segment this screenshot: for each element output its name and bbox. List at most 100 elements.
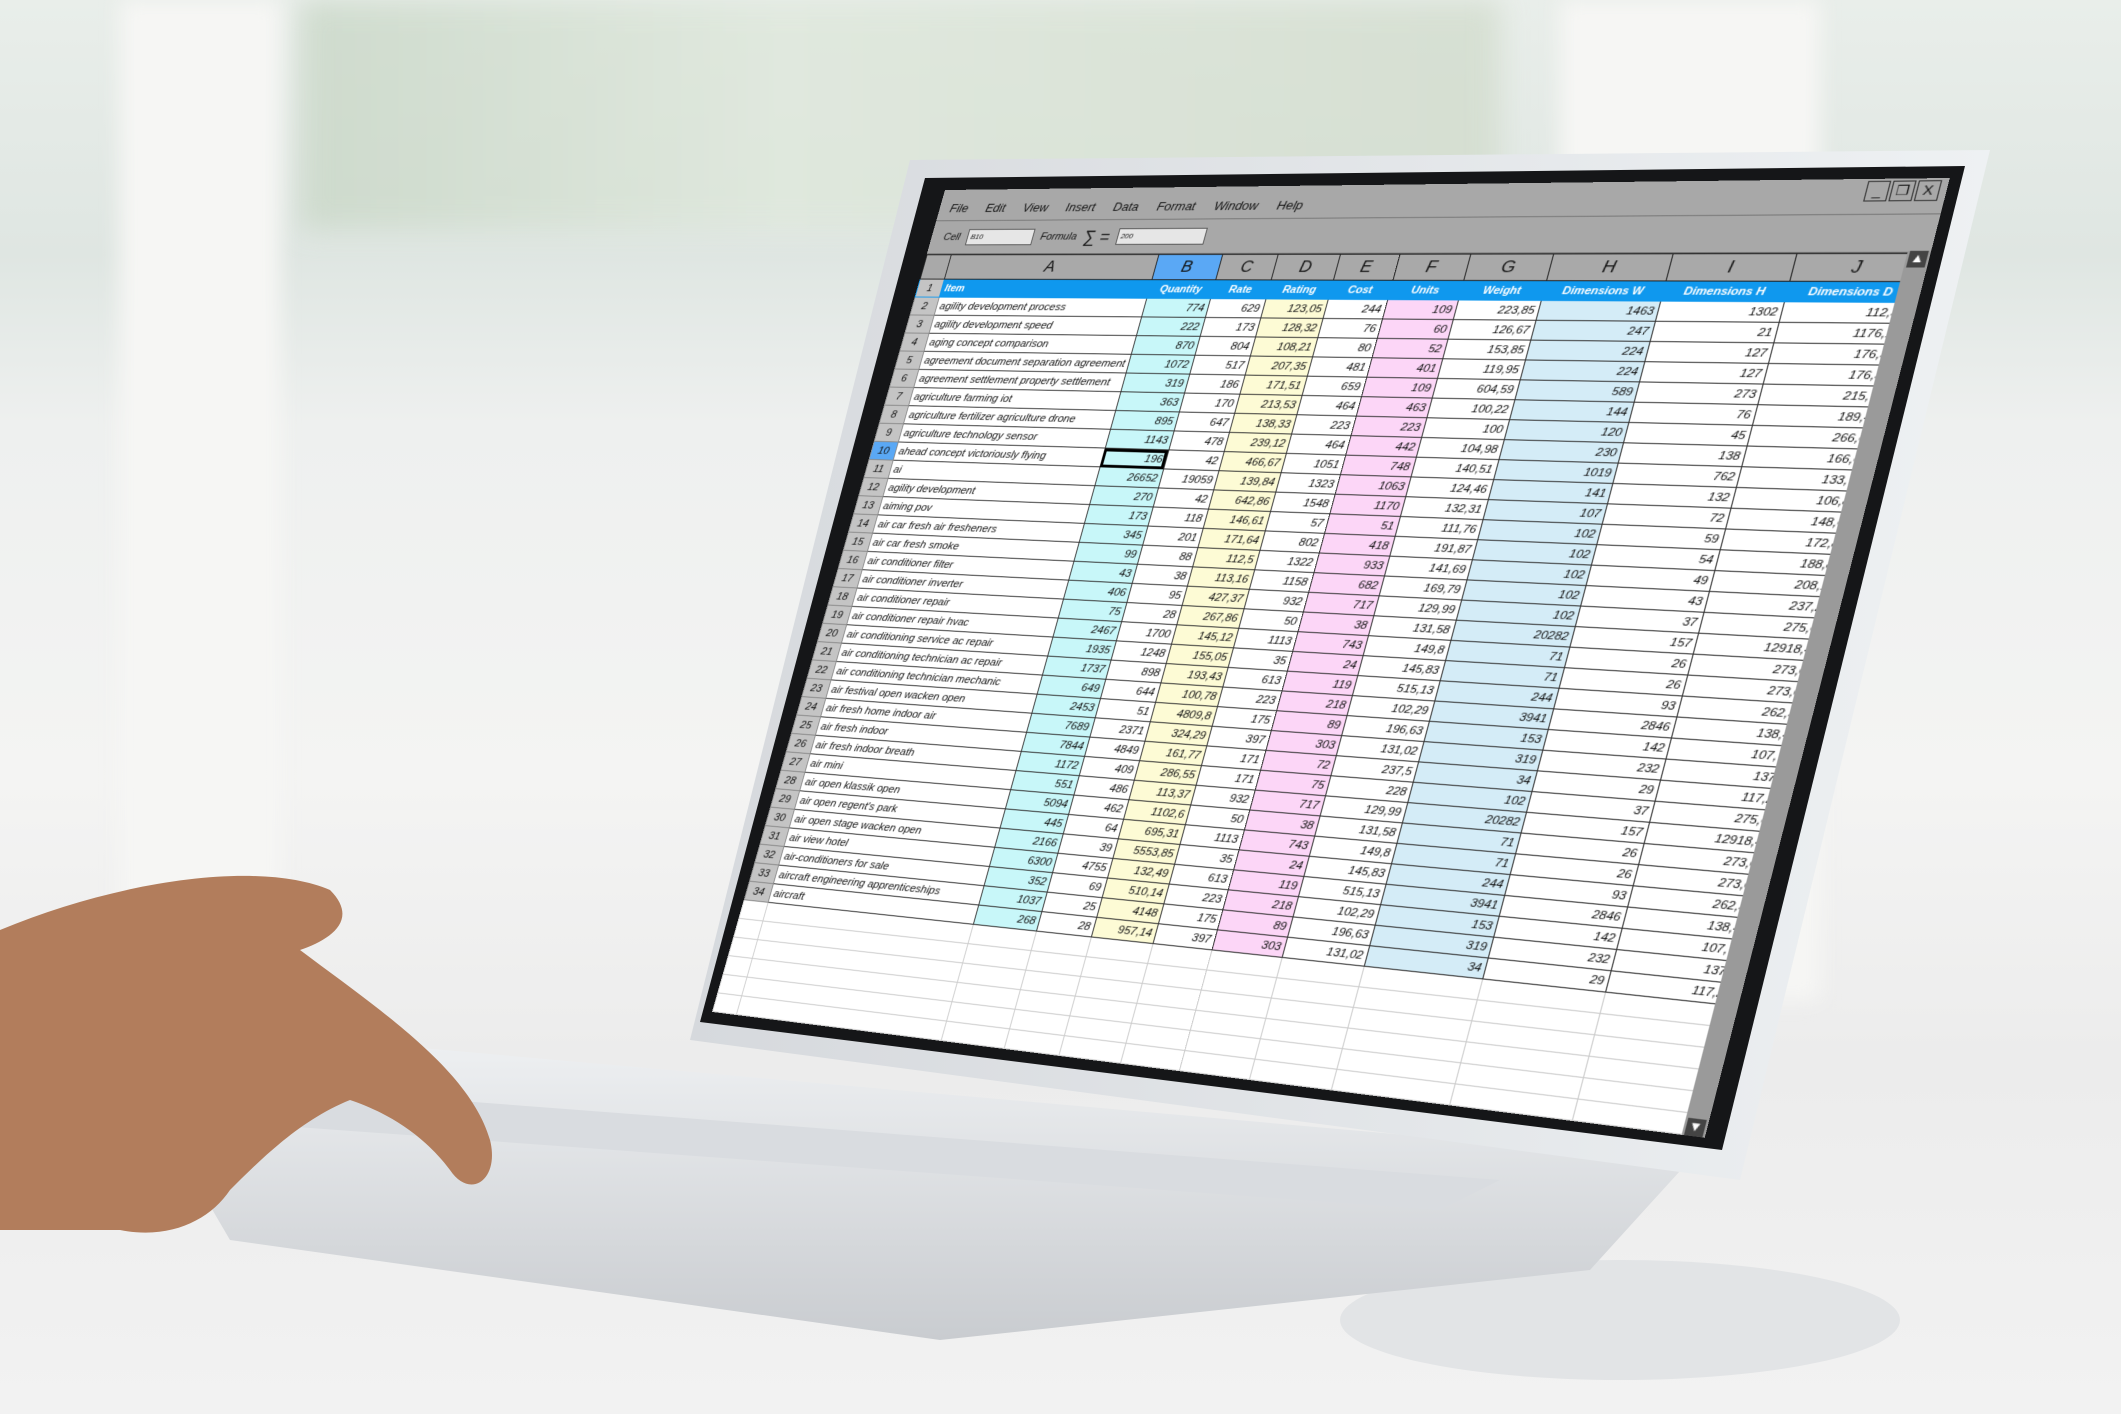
cell-f[interactable]: 463	[1356, 397, 1432, 418]
cell-b[interactable]: 1143	[1105, 429, 1174, 450]
header-cell-i[interactable]: Dimensions H	[1660, 281, 1789, 302]
cell-g[interactable]: 223,85	[1453, 300, 1541, 320]
scroll-up-arrow-icon[interactable]: ▲	[1906, 251, 1929, 268]
cell-c[interactable]: 201	[1143, 526, 1203, 548]
sigma-icon[interactable]: ∑ =	[1081, 227, 1112, 246]
cell-i[interactable]: 127	[1639, 362, 1768, 384]
cell-f[interactable]: 60	[1377, 319, 1453, 339]
cell-e[interactable]: 1548	[1270, 492, 1335, 514]
cell-d[interactable]: 123,05	[1261, 299, 1328, 319]
header-cell-c[interactable]: Rate	[1210, 280, 1271, 299]
close-button[interactable]: X	[1914, 180, 1943, 201]
cell-b[interactable]: 173	[1084, 505, 1153, 527]
cell-i[interactable]: 21	[1650, 321, 1779, 343]
cell-d[interactable]: 139,84	[1214, 471, 1281, 492]
menu-data[interactable]: Data	[1110, 200, 1141, 220]
cell-b[interactable]: 319	[1121, 373, 1190, 393]
header-cell-item[interactable]: Item	[939, 279, 1151, 298]
cell-f[interactable]: 442	[1345, 436, 1421, 458]
cell-e[interactable]: 244	[1323, 299, 1388, 319]
cell-c[interactable]: 170	[1179, 393, 1240, 413]
menu-file[interactable]: File	[947, 201, 971, 220]
cell-b[interactable]: 870	[1131, 336, 1200, 356]
cell-i[interactable]: 1302	[1655, 301, 1784, 322]
cell-c[interactable]: 804	[1195, 336, 1256, 356]
menu-window[interactable]: Window	[1211, 198, 1260, 218]
cell-c[interactable]: 629	[1205, 299, 1266, 318]
header-cell-b[interactable]: Quantity	[1147, 280, 1216, 299]
cell-d[interactable]: 171,51	[1240, 375, 1307, 395]
cell-f[interactable]: 748	[1340, 455, 1416, 477]
cell-c[interactable]: 88	[1137, 545, 1197, 567]
cell-b[interactable]: 270	[1089, 486, 1158, 507]
cell-b[interactable]: 26652	[1095, 467, 1164, 488]
header-cell-g[interactable]: Weight	[1458, 280, 1546, 300]
cell-d[interactable]: 108,21	[1250, 337, 1317, 357]
cell-i[interactable]: 76	[1629, 402, 1758, 425]
cell-reference-input[interactable]: B10	[965, 229, 1036, 246]
cell-g[interactable]: 126,67	[1448, 320, 1536, 341]
cell-e[interactable]: 80	[1312, 338, 1377, 358]
cell-f[interactable]: 1170	[1330, 494, 1406, 516]
column-header-b[interactable]: B	[1152, 254, 1223, 279]
cell-e[interactable]: 464	[1286, 434, 1351, 455]
cell-e[interactable]: 464	[1297, 395, 1362, 416]
cell-c[interactable]: 118	[1148, 507, 1208, 528]
cell-g[interactable]: 140,51	[1411, 457, 1499, 479]
cell-d[interactable]: 138,33	[1229, 413, 1296, 434]
menu-format[interactable]: Format	[1154, 199, 1198, 219]
cell-b[interactable]: 363	[1115, 392, 1184, 412]
cell-b[interactable]: 895	[1110, 410, 1179, 430]
cell-f[interactable]: 52	[1372, 338, 1448, 358]
cell-h[interactable]: 1463	[1536, 300, 1661, 321]
cell-h[interactable]: 224	[1520, 360, 1645, 382]
cell-e[interactable]: 802	[1260, 531, 1325, 553]
cell-f[interactable]: 401	[1367, 358, 1443, 379]
cell-g[interactable]: 104,98	[1416, 437, 1504, 459]
cell-g[interactable]: 604,59	[1432, 378, 1520, 399]
menu-edit[interactable]: Edit	[982, 201, 1007, 220]
column-header-i[interactable]: I	[1666, 254, 1797, 282]
header-cell-f[interactable]: Units	[1388, 280, 1464, 300]
cell-e[interactable]: 1323	[1276, 473, 1341, 494]
cell-g[interactable]: 153,85	[1443, 339, 1531, 360]
cell-b[interactable]: 774	[1141, 298, 1210, 317]
cell-e[interactable]: 659	[1302, 376, 1367, 396]
header-cell-e[interactable]: Cost	[1328, 280, 1393, 299]
cell-d[interactable]: 642,86	[1208, 490, 1275, 512]
cell-c[interactable]: 647	[1174, 412, 1235, 432]
cell-b[interactable]: 1072	[1126, 354, 1195, 374]
cell-i[interactable]: 127	[1645, 341, 1774, 363]
column-header-h[interactable]: H	[1546, 254, 1673, 281]
cell-c[interactable]: 42	[1153, 488, 1213, 509]
cell-c[interactable]: 173	[1200, 317, 1261, 336]
cell-f[interactable]: 1063	[1335, 475, 1411, 497]
cell-b[interactable]: 222	[1136, 317, 1205, 336]
cell-i[interactable]: 273	[1634, 382, 1763, 405]
header-cell-d[interactable]: Rating	[1266, 280, 1333, 299]
item-cell[interactable]: agility development process	[934, 297, 1146, 317]
cell-c[interactable]: 42	[1163, 450, 1224, 471]
cell-f[interactable]: 109	[1382, 300, 1458, 320]
scroll-down-arrow-icon[interactable]: ▼	[1684, 1118, 1707, 1138]
cell-f[interactable]: 109	[1361, 377, 1437, 398]
cell-d[interactable]: 146,61	[1203, 509, 1270, 531]
cell-d[interactable]: 239,12	[1224, 432, 1291, 453]
cell-g[interactable]: 100,22	[1427, 398, 1515, 420]
cell-e[interactable]: 1051	[1281, 453, 1346, 474]
cell-e[interactable]: 223	[1291, 415, 1356, 436]
menu-view[interactable]: View	[1020, 201, 1050, 220]
cell-d[interactable]: 128,32	[1255, 318, 1322, 338]
cell-h[interactable]: 224	[1525, 340, 1650, 362]
cell-c[interactable]: 478	[1169, 431, 1230, 452]
cell-c[interactable]: 186	[1184, 374, 1245, 394]
column-header-c[interactable]: C	[1216, 254, 1278, 280]
cell-g[interactable]: 119,95	[1437, 359, 1525, 380]
cell-h[interactable]: 247	[1531, 320, 1656, 341]
cell-f[interactable]: 223	[1351, 416, 1427, 437]
column-header-g[interactable]: G	[1464, 254, 1554, 281]
cell-d[interactable]: 213,53	[1234, 394, 1301, 415]
cell-e[interactable]: 57	[1265, 511, 1330, 533]
header-cell-h[interactable]: Dimensions W	[1541, 281, 1666, 301]
cell-d[interactable]: 207,35	[1245, 356, 1312, 376]
